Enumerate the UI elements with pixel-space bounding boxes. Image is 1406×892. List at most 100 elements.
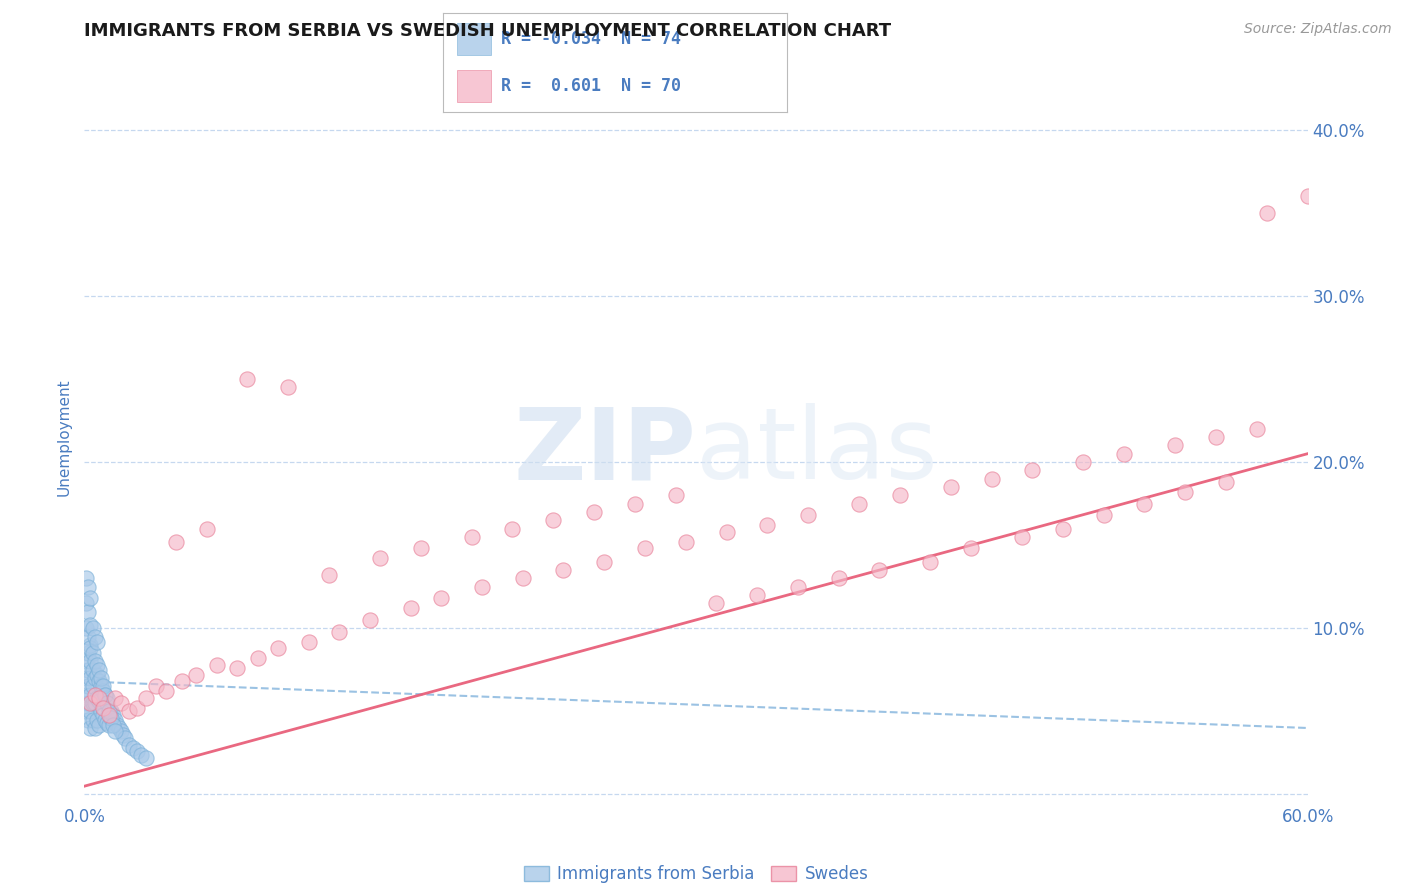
Point <box>86 691 108 706</box>
Point <box>1215 475 1237 489</box>
Point <box>205 657 228 672</box>
Point <box>135 751 157 765</box>
Text: ZIP: ZIP <box>513 403 696 500</box>
Point <box>104 713 127 727</box>
Point <box>112 728 135 742</box>
Point <box>665 488 688 502</box>
Point <box>79 705 101 719</box>
Point <box>87 674 110 689</box>
Point <box>104 691 127 706</box>
Point <box>797 508 820 523</box>
Point <box>1164 438 1187 452</box>
Point <box>105 717 128 731</box>
Point <box>127 701 149 715</box>
Point <box>87 663 110 677</box>
Point <box>298 634 321 648</box>
Point <box>82 621 104 635</box>
Point <box>399 601 422 615</box>
Point <box>1011 530 1033 544</box>
Point <box>328 624 350 639</box>
Text: IMMIGRANTS FROM SERBIA VS SWEDISH UNEMPLOYMENT CORRELATION CHART: IMMIGRANTS FROM SERBIA VS SWEDISH UNEMPL… <box>84 22 891 40</box>
Point <box>118 738 141 752</box>
Point <box>543 513 565 527</box>
Legend: Immigrants from Serbia, Swedes: Immigrants from Serbia, Swedes <box>517 858 875 889</box>
Point <box>83 671 105 685</box>
Point <box>77 630 100 644</box>
Point <box>75 571 97 585</box>
Point <box>87 694 110 708</box>
Point <box>75 621 97 635</box>
Point <box>101 717 124 731</box>
Point <box>1205 430 1227 444</box>
Point <box>77 680 100 694</box>
Point <box>430 591 453 606</box>
Point <box>267 641 290 656</box>
Point <box>246 651 269 665</box>
Point <box>172 674 194 689</box>
Point <box>83 688 105 702</box>
Point <box>747 588 769 602</box>
Point <box>960 541 983 556</box>
Point <box>77 580 100 594</box>
Point <box>195 521 218 535</box>
Point <box>100 705 122 719</box>
Point <box>165 534 187 549</box>
Point <box>359 613 381 627</box>
Point <box>553 563 575 577</box>
Point <box>409 541 432 556</box>
Point <box>675 534 697 549</box>
Point <box>583 505 606 519</box>
Point <box>1021 463 1043 477</box>
Point <box>79 721 101 735</box>
Point <box>593 555 616 569</box>
Text: Source: ZipAtlas.com: Source: ZipAtlas.com <box>1244 22 1392 37</box>
Text: R = -0.034  N = 74: R = -0.034 N = 74 <box>502 30 682 48</box>
Point <box>624 497 647 511</box>
Point <box>91 684 114 698</box>
Bar <box>457 23 491 54</box>
Point <box>79 638 101 652</box>
Point <box>122 740 145 755</box>
Point <box>787 580 810 594</box>
Point <box>368 551 391 566</box>
Point <box>82 696 104 710</box>
Point <box>828 571 851 585</box>
Point <box>97 717 120 731</box>
Point <box>87 717 110 731</box>
Point <box>96 696 118 710</box>
Point <box>83 655 105 669</box>
Point <box>226 661 249 675</box>
Point <box>79 591 101 606</box>
Point <box>114 731 136 745</box>
Point <box>1073 455 1095 469</box>
Point <box>77 605 100 619</box>
Point <box>79 696 101 710</box>
Point <box>77 663 100 677</box>
Point <box>512 571 534 585</box>
Point <box>131 747 153 762</box>
Point <box>91 680 114 694</box>
Point <box>1114 447 1136 461</box>
Point <box>82 663 104 677</box>
Point <box>97 707 120 722</box>
Point <box>79 688 101 702</box>
Point <box>127 744 149 758</box>
Point <box>86 667 108 681</box>
Point <box>145 680 167 694</box>
Point <box>980 472 1002 486</box>
Point <box>90 705 112 719</box>
Point <box>1133 497 1156 511</box>
Point <box>86 657 108 672</box>
Text: R =  0.601  N = 70: R = 0.601 N = 70 <box>502 77 682 95</box>
Point <box>90 671 112 685</box>
Point <box>77 713 100 727</box>
Point <box>1174 485 1197 500</box>
Y-axis label: Unemployment: Unemployment <box>56 378 72 496</box>
Point <box>96 716 118 731</box>
Point <box>91 701 114 715</box>
Point <box>108 721 131 735</box>
Point <box>277 380 299 394</box>
Point <box>110 696 132 710</box>
Point <box>83 721 105 735</box>
Point <box>79 671 101 685</box>
